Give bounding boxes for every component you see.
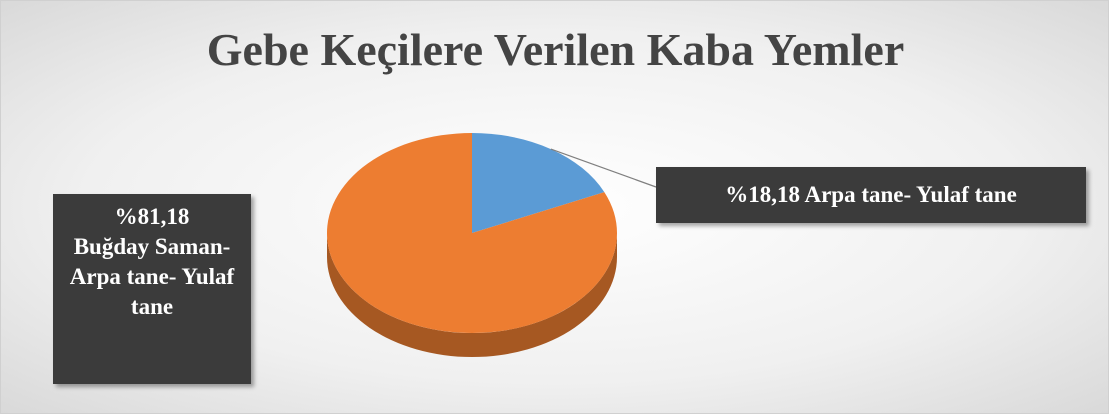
category-label: Arpa tane- Yulaf tane — [804, 182, 1017, 207]
data-label: %18,18 Arpa tane- Yulaf tane — [656, 167, 1086, 223]
data-label: %81,18 Buğday Saman- Arpa tane- Yulaf ta… — [53, 194, 251, 384]
value-label: %81,18 — [114, 204, 190, 229]
value-label: %18,18 — [725, 182, 800, 207]
category-label: Buğday Saman- Arpa tane- Yulaf tane — [69, 234, 235, 319]
pie-slice — [327, 133, 617, 333]
pie-slice — [472, 133, 605, 233]
chart-title: Gebe Keçilere Verilen Kaba Yemler — [206, 24, 905, 75]
leader-line — [550, 148, 657, 188]
pie-side — [327, 233, 617, 357]
